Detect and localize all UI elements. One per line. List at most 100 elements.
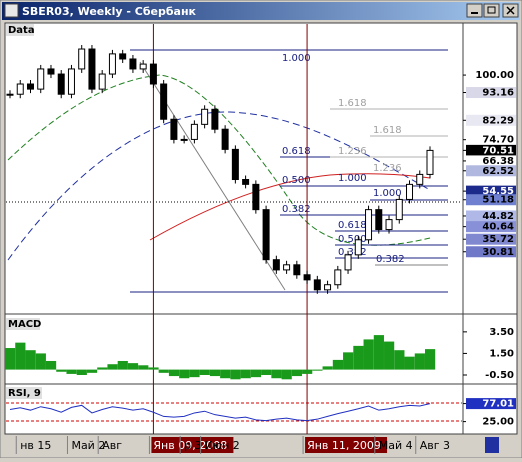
macd-bar <box>220 369 231 379</box>
macd-bar <box>148 367 159 370</box>
y-tick-label: 3.50 <box>489 327 514 338</box>
fib-label: 0.618 <box>338 220 367 231</box>
fib-label: 0.500 <box>282 175 311 186</box>
y-tick-label: 40.64 <box>482 222 514 233</box>
price-label-box <box>466 194 516 206</box>
candle <box>180 138 188 141</box>
y-tick-label: 93.16 <box>482 88 514 99</box>
fib-label: 1.000 <box>282 53 311 64</box>
price-label-box <box>466 221 516 233</box>
candle <box>385 219 393 231</box>
fib-label: 1.236 <box>338 146 367 157</box>
candle <box>108 53 116 75</box>
fib-label: 1.000 <box>373 188 402 199</box>
candle <box>426 149 434 175</box>
price-label-box <box>466 87 516 99</box>
macd-bar <box>302 369 313 374</box>
candle <box>242 179 250 185</box>
macd-bar <box>261 369 272 375</box>
candle <box>406 183 414 200</box>
date-highlight <box>151 437 234 453</box>
macd-bar <box>230 369 241 380</box>
x-tick-label: Май 2 <box>71 439 105 452</box>
price-label-box <box>466 134 516 146</box>
price-label-box <box>466 246 516 258</box>
candle <box>149 63 157 85</box>
panel-label: RSI, 9 <box>8 388 41 399</box>
macd-bar <box>425 349 436 370</box>
macd-bar <box>25 350 36 370</box>
price-label-box <box>466 233 516 245</box>
macd-bar <box>209 369 221 377</box>
candle <box>98 73 106 90</box>
price-label-box <box>466 69 516 81</box>
macd-bar <box>127 363 139 370</box>
y-tick-label: -0.50 <box>485 370 514 381</box>
candle <box>252 183 260 211</box>
x-tick-label: Авг <box>102 439 122 452</box>
macd-bar <box>363 339 374 370</box>
candle <box>78 48 86 70</box>
candle <box>211 108 219 130</box>
scroll-button[interactable] <box>485 437 499 453</box>
candle <box>231 148 239 181</box>
window-buttons[interactable] <box>466 3 519 18</box>
candle <box>129 58 137 70</box>
x-tick-label: Янв 11, 2009 <box>307 439 381 452</box>
macd-bar <box>404 356 415 370</box>
macd-bar <box>343 352 354 370</box>
macd-bar <box>76 369 87 375</box>
macd-bar <box>158 369 169 373</box>
candle <box>344 254 352 271</box>
window-title: SBER03, Weekly - Сбербанк <box>22 5 197 18</box>
candle <box>6 93 14 96</box>
y-tick-label: 44.82 <box>482 211 514 222</box>
candle <box>334 269 342 286</box>
macd-bar <box>179 369 190 379</box>
y-tick-label: 30.81 <box>482 247 514 258</box>
macd-bar <box>5 348 16 370</box>
macd-bar <box>322 366 333 370</box>
y-tick-label: 70.51 <box>482 145 514 156</box>
candle <box>57 73 65 95</box>
fib-label: 0.618 <box>282 146 311 157</box>
macd-bar <box>281 369 292 380</box>
candle <box>37 68 45 90</box>
x-tick-label: Июн 2 <box>205 439 240 452</box>
candle <box>375 209 383 231</box>
macd-bar <box>168 369 180 377</box>
y-tick-label: 54.55 <box>482 186 514 197</box>
macd-bar <box>353 345 364 370</box>
candle <box>313 279 321 291</box>
candle <box>365 209 373 241</box>
macd-bar <box>414 353 425 370</box>
candle <box>26 83 34 90</box>
candle <box>47 68 55 75</box>
macd-bar <box>86 369 98 373</box>
macd-bar <box>240 369 251 379</box>
y-tick-label: 1.50 <box>489 348 514 359</box>
x-tick-label: Янв 09, 2008 <box>153 439 227 452</box>
y-tick-label: 74.70 <box>482 135 514 146</box>
y-tick-label: 100.00 <box>475 70 514 81</box>
y-tick-label: 82.29 <box>482 115 514 126</box>
macd-bar <box>373 335 384 370</box>
y-tick-label: 35.72 <box>482 234 514 245</box>
macd-bar <box>189 369 200 378</box>
macd-bar <box>97 367 108 370</box>
candle <box>88 48 96 90</box>
candle <box>293 264 301 276</box>
rsi-label-box <box>466 416 516 428</box>
macd-bar <box>117 360 128 370</box>
candle <box>221 128 229 150</box>
price-label-box <box>466 210 516 222</box>
fib-label: 0.382 <box>376 254 405 265</box>
macd-bar <box>394 350 405 370</box>
candle <box>170 118 178 140</box>
candle <box>395 198 403 221</box>
panel-label: MACD <box>8 319 41 330</box>
price-label-box <box>466 185 516 197</box>
fib-label: 1.000 <box>338 173 367 184</box>
macd-bar <box>332 359 344 370</box>
rsi-label-box <box>466 398 516 410</box>
